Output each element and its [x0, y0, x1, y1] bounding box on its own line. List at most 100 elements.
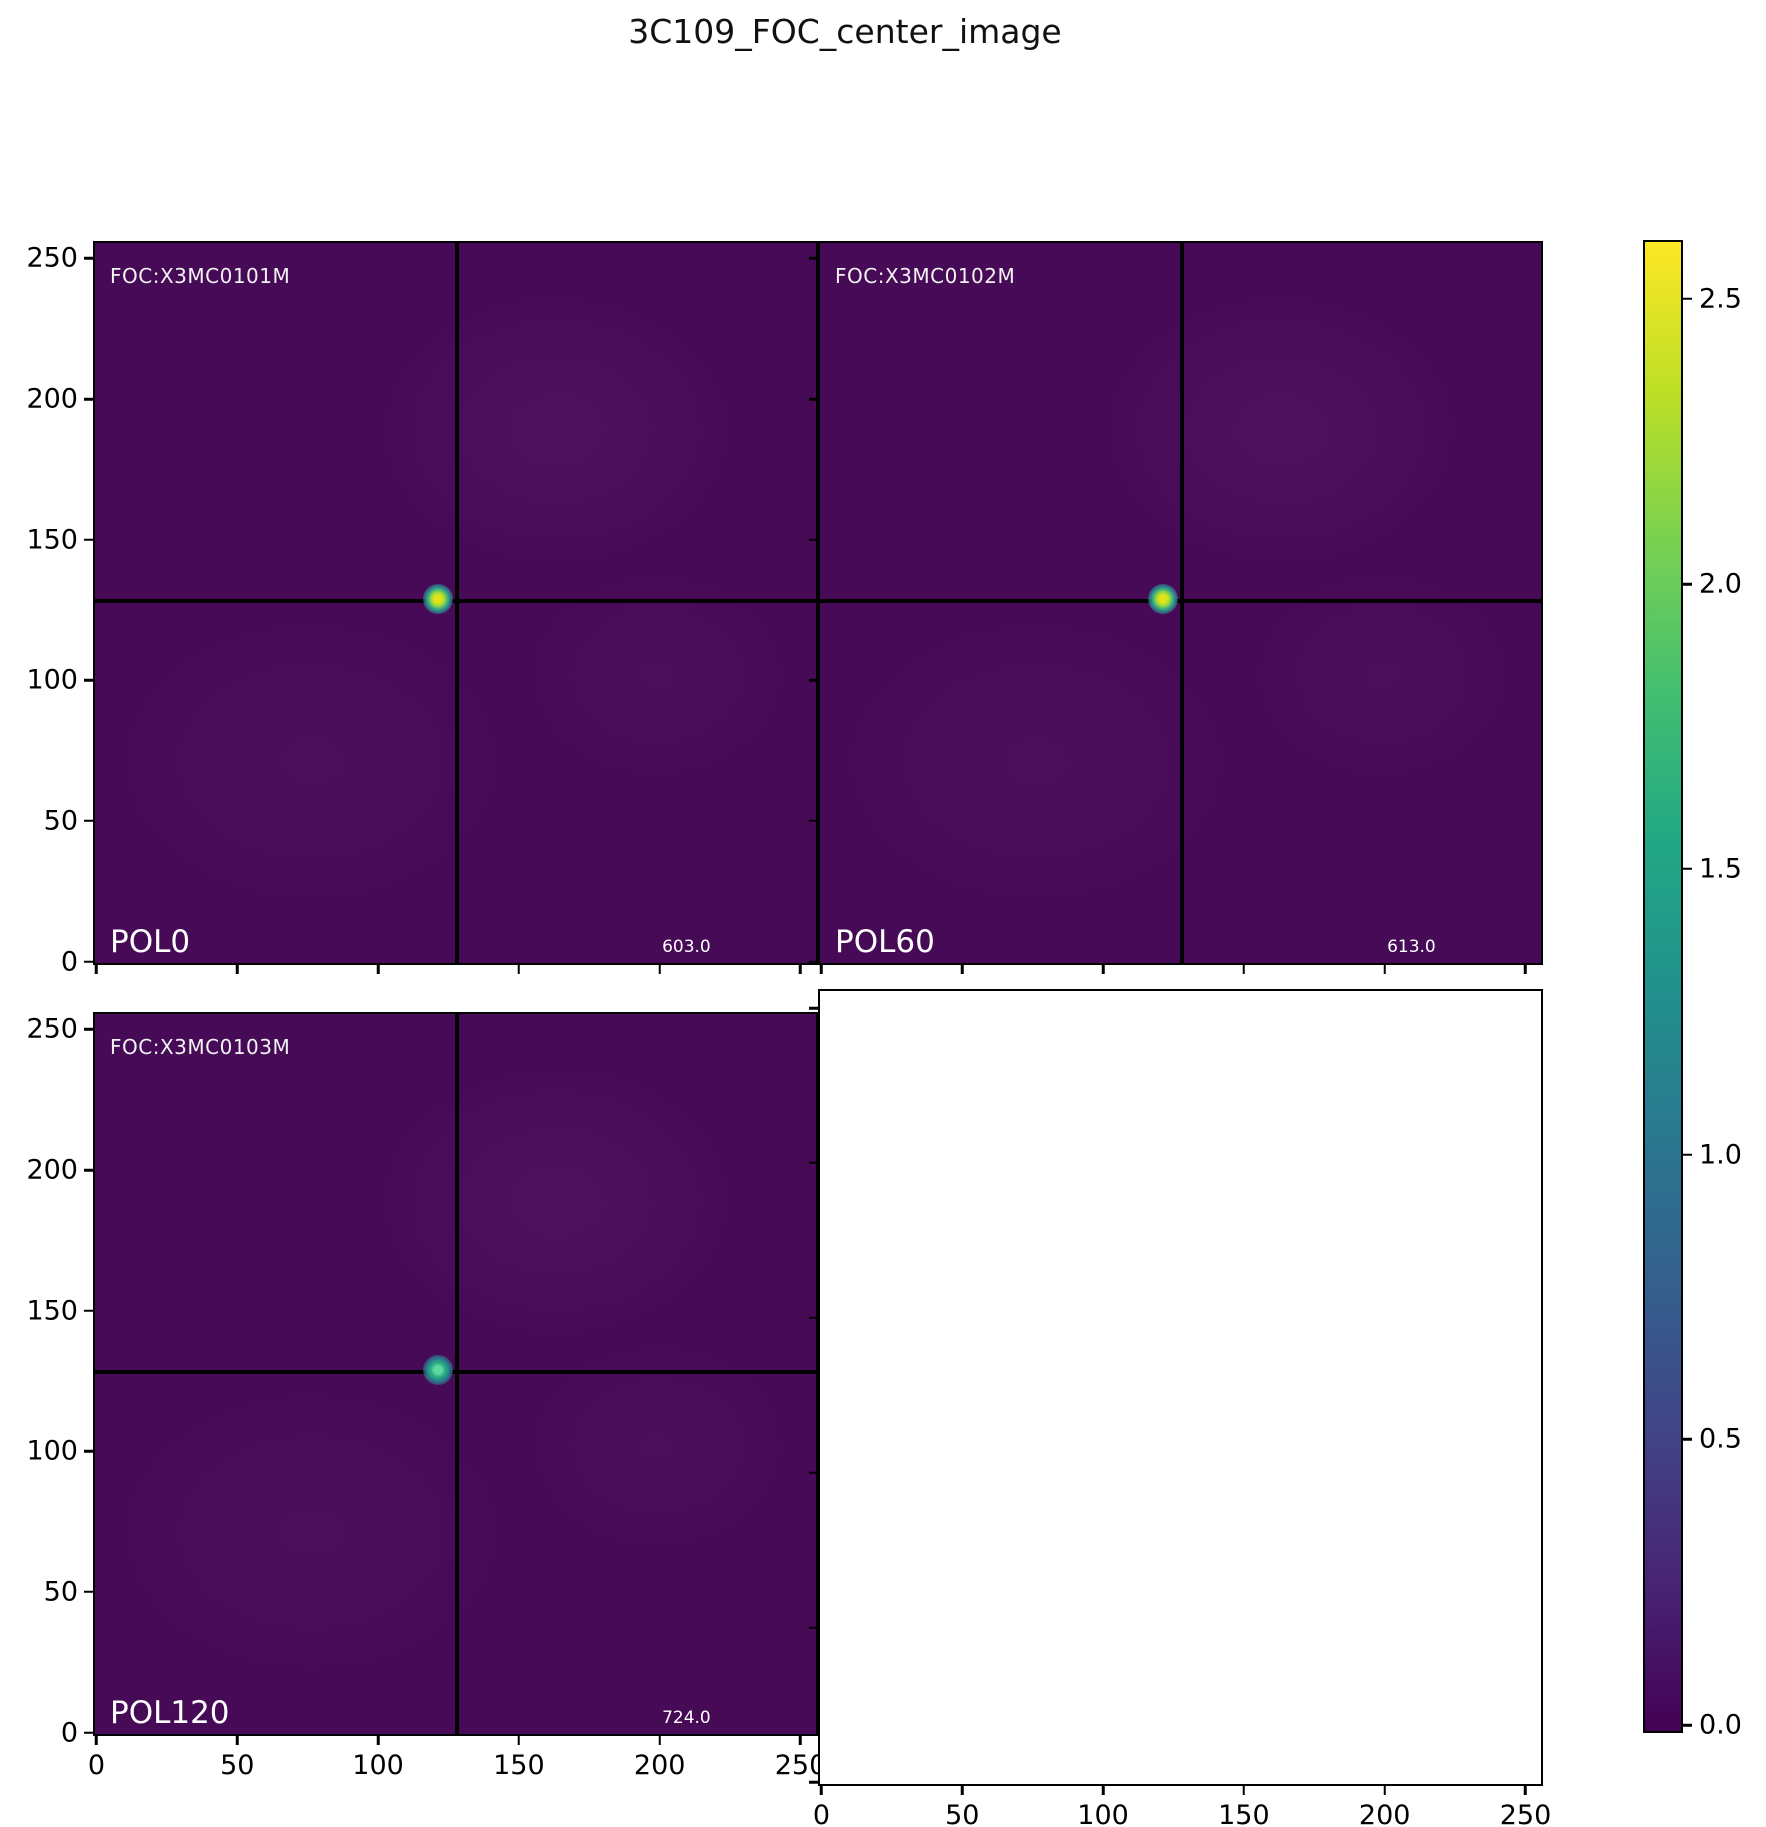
- colorbar-tick-label: 2.5: [1699, 283, 1742, 315]
- panel-empty: 0 50 100 150 200 250: [809, 989, 1551, 1827]
- x-tick-mark: [961, 1784, 964, 1795]
- x-tick-label: 50: [220, 1750, 255, 1781]
- x-tick-label: 0: [812, 1800, 831, 1827]
- x-tick-mark: [517, 963, 521, 974]
- y-tick-mark: [84, 1731, 95, 1734]
- x-tick-label: 100: [1077, 1800, 1129, 1827]
- y-tick-mark: [809, 538, 820, 541]
- crosshair-vertical-line: [1179, 243, 1184, 963]
- y-tick-label: 250: [26, 242, 78, 274]
- y-tick-mark: [84, 960, 95, 963]
- y-tick-mark: [84, 1450, 95, 1453]
- filter-label: POL0: [110, 924, 191, 960]
- x-tick-mark: [799, 963, 802, 974]
- panel-pol120: FOC:X3MC0103M POL120 724.0 0 50 100 150 200 2…: [26, 1012, 826, 1781]
- dataset-label: FOC:X3MC0101M: [110, 264, 291, 288]
- y-tick-mark: [809, 397, 820, 401]
- colorbar-tick-mark: [1681, 867, 1692, 871]
- y-tick-mark: [84, 397, 95, 401]
- x-tick-mark: [799, 1734, 802, 1745]
- y-tick-mark: [84, 538, 95, 541]
- y-tick-mark: [84, 1590, 95, 1594]
- y-tick-mark: [84, 1028, 95, 1031]
- colorbar-tick-mark: [1681, 297, 1692, 300]
- y-tick-label: 250: [26, 1013, 78, 1045]
- colorbar-tick-label: 1.0: [1699, 1139, 1742, 1171]
- y-tick-mark: [84, 257, 95, 260]
- x-tick-mark: [820, 963, 823, 974]
- y-tick-mark: [809, 257, 820, 260]
- y-tick-mark: [809, 1006, 820, 1010]
- x-tick-mark: [1101, 1784, 1105, 1795]
- y-tick-mark: [809, 819, 820, 823]
- crosshair-horizontal-line: [95, 598, 816, 603]
- x-tick-label: 100: [352, 1750, 404, 1781]
- x-tick-mark: [1242, 1784, 1246, 1795]
- x-tick-mark: [236, 963, 239, 974]
- point-source-marker: [423, 1354, 454, 1385]
- figure-title: 3C109_FOC_center_image: [628, 12, 1062, 51]
- y-tick-label: 100: [26, 1435, 78, 1467]
- y-tick-mark: [84, 1168, 95, 1172]
- dataset-label: FOC:X3MC0103M: [110, 1035, 291, 1059]
- x-tick-mark: [376, 1734, 380, 1745]
- x-tick-mark: [376, 963, 380, 974]
- colorbar-tick-mark: [1681, 583, 1692, 586]
- x-tick-mark: [1101, 963, 1105, 974]
- filter-label: POL60: [835, 924, 935, 960]
- colorbar-tick-mark: [1681, 1437, 1692, 1441]
- x-tick-label: 250: [774, 1750, 827, 1781]
- y-tick-label: 50: [43, 1576, 78, 1608]
- y-tick-mark: [809, 1781, 820, 1784]
- x-tick-mark: [95, 1734, 98, 1745]
- y-tick-label: 50: [43, 805, 78, 837]
- y-tick-label: 0: [60, 946, 78, 978]
- x-tick-label: 250: [1499, 1800, 1552, 1827]
- x-tick-mark: [1242, 963, 1246, 974]
- filter-label: POL120: [110, 1695, 230, 1731]
- crosshair-horizontal-line: [820, 598, 1541, 603]
- colorbar-tick-mark: [1681, 1723, 1692, 1727]
- peak-value-label: 613.0: [1387, 937, 1436, 957]
- x-tick-label: 200: [633, 1750, 686, 1781]
- colorbar-tick-mark: [1681, 1153, 1692, 1156]
- point-source-marker: [1148, 583, 1179, 614]
- y-tick-mark: [809, 1316, 820, 1320]
- x-tick-mark: [961, 963, 964, 974]
- y-tick-mark: [84, 679, 95, 682]
- y-tick-label: 150: [26, 524, 78, 556]
- y-tick-label: 200: [26, 383, 78, 415]
- x-tick-mark: [95, 963, 98, 974]
- x-tick-label: 200: [1358, 1800, 1411, 1827]
- x-tick-label: 150: [1218, 1800, 1270, 1827]
- panel-pol0: FOC:X3MC0101M POL0 603.0 0 50 100 150 200 250: [26, 241, 818, 977]
- x-tick-mark: [1383, 963, 1386, 974]
- x-tick-mark: [236, 1734, 239, 1745]
- colorbar-tick-label: 0.5: [1699, 1423, 1742, 1455]
- colorbar-tick-label: 1.5: [1699, 853, 1742, 885]
- x-tick-label: 50: [945, 1800, 980, 1827]
- y-tick-label: 150: [26, 1295, 78, 1327]
- x-tick-mark: [517, 1734, 521, 1745]
- x-tick-mark: [820, 1784, 823, 1795]
- y-tick-mark: [809, 1626, 820, 1629]
- y-tick-mark: [809, 679, 820, 682]
- y-tick-label: 0: [60, 1717, 78, 1749]
- x-tick-mark: [1524, 963, 1527, 974]
- dataset-label: FOC:X3MC0102M: [835, 264, 1016, 288]
- x-tick-label: 0: [87, 1750, 106, 1781]
- y-tick-mark: [809, 1471, 820, 1474]
- y-tick-mark: [84, 1309, 95, 1312]
- x-tick-mark: [658, 963, 661, 974]
- panel-pol60: FOC:X3MC0102M POL60 613.0: [809, 241, 1543, 974]
- x-tick-label: 150: [493, 1750, 545, 1781]
- y-tick-label: 100: [26, 664, 78, 696]
- colorbar: 0.0 0.5 1.0 1.5 2.0 2.5: [1643, 240, 1742, 1741]
- x-tick-mark: [658, 1734, 661, 1745]
- x-tick-mark: [1383, 1784, 1386, 1795]
- crosshair-vertical-line: [454, 1014, 459, 1734]
- peak-value-label: 603.0: [662, 937, 711, 957]
- x-tick-mark: [1524, 1784, 1527, 1795]
- y-tick-label: 200: [26, 1154, 78, 1186]
